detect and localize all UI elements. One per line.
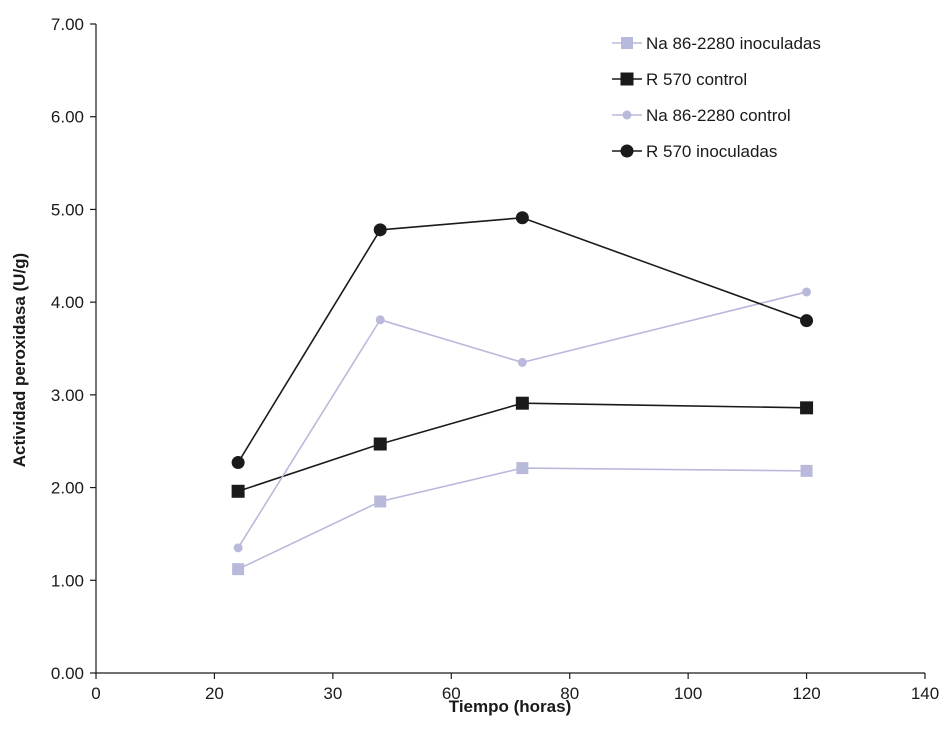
series-line (237, 467, 807, 570)
x-tick-label: 80 (560, 684, 579, 703)
x-axis-ticks: 0 20 30 60 80 100 120 140 (91, 673, 939, 703)
data-point (231, 456, 245, 470)
data-point (800, 464, 813, 477)
data-point (232, 563, 245, 576)
y-tick-label: 4.00 (51, 293, 84, 312)
y-tick-label: 1.00 (51, 571, 84, 590)
y-tick-label: 2.00 (51, 479, 84, 498)
legend-label: R 570 control (646, 70, 747, 89)
data-point (373, 223, 387, 237)
data-point (231, 484, 245, 498)
y-tick-label: 7.00 (51, 15, 84, 34)
y-tick-label: 6.00 (51, 108, 84, 127)
data-point (802, 287, 812, 297)
legend-item: R 570 control (612, 70, 747, 89)
data-point (515, 396, 529, 410)
y-axis-ticks: 0.00 1.00 2.00 3.00 4.00 5.00 6.00 7.00 (51, 15, 96, 683)
legend-label: Na 86-2280 control (646, 106, 791, 125)
series-line (237, 402, 807, 493)
data-point (374, 495, 387, 508)
data-point (375, 315, 385, 325)
data-point (516, 462, 529, 475)
data-point (515, 211, 529, 225)
legend-marker (620, 144, 634, 158)
legend-marker (622, 110, 632, 120)
x-tick-label: 120 (792, 684, 820, 703)
legend-marker (621, 37, 633, 49)
x-tick-label: 20 (205, 684, 224, 703)
legend: Na 86-2280 inoculadas R 570 control Na 86-… (612, 34, 821, 161)
legend-item: Na 86-2280 inoculadas (612, 34, 821, 53)
data-point (517, 357, 527, 367)
data-point (373, 437, 387, 451)
x-tick-label: 0 (91, 684, 100, 703)
series-4 (231, 211, 814, 470)
y-axis-title: Actividad peroxidasa (U/g) (10, 253, 29, 467)
x-tick-label: 100 (674, 684, 702, 703)
series-layer (231, 211, 814, 576)
series-line (237, 291, 807, 549)
data-point (233, 543, 243, 553)
series-1 (232, 462, 813, 576)
series-line (237, 216, 807, 463)
x-tick-label: 60 (442, 684, 461, 703)
legend-label: R 570 inoculadas (646, 142, 777, 161)
series-2 (231, 396, 814, 498)
legend-item: R 570 inoculadas (612, 142, 777, 161)
y-tick-label: 3.00 (51, 386, 84, 405)
legend-label: Na 86-2280 inoculadas (646, 34, 821, 53)
x-tick-label: 140 (911, 684, 939, 703)
legend-item: Na 86-2280 control (612, 106, 791, 125)
x-tick-label: 30 (323, 684, 342, 703)
series-3 (233, 287, 812, 553)
y-tick-label: 0.00 (51, 664, 84, 683)
x-axis-title: Tiempo (horas) (449, 697, 571, 716)
data-point (800, 401, 814, 415)
legend-marker (620, 72, 634, 86)
y-tick-label: 5.00 (51, 200, 84, 219)
data-point (800, 314, 814, 328)
